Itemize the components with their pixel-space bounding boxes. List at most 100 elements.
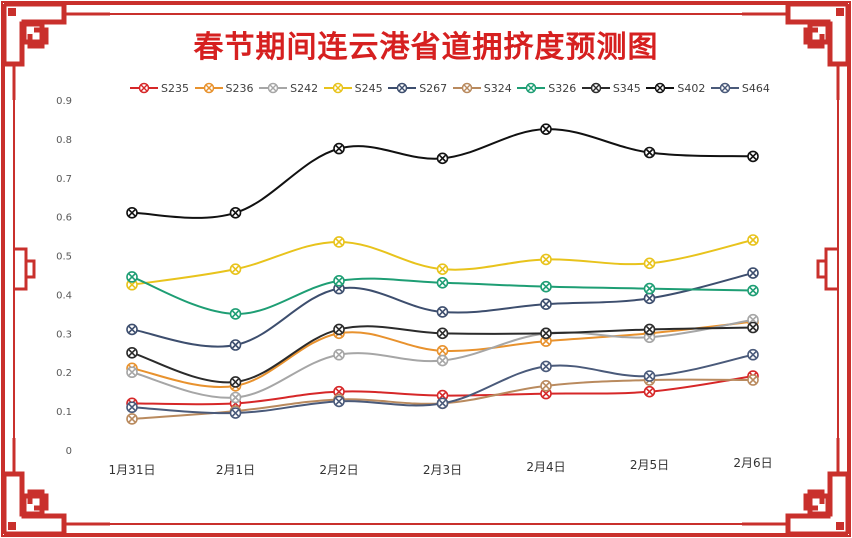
y-tick-label: 0.2 <box>56 368 72 379</box>
frame-side-left-motif <box>14 247 36 291</box>
legend-line-marker-icon <box>452 82 481 94</box>
data-point <box>747 284 759 297</box>
series-s402 <box>126 123 759 219</box>
data-point <box>126 401 138 414</box>
data-point <box>747 267 759 279</box>
legend-label: S345 <box>612 81 641 95</box>
frame-corner-top-left <box>1 1 110 100</box>
chart-title: 春节期间连云港省道拥挤度预测图 <box>193 30 659 65</box>
data-point <box>126 346 138 359</box>
data-point <box>333 395 345 408</box>
legend-item-s402: S402 <box>646 82 705 95</box>
legend-label: S464 <box>741 81 770 95</box>
chart-legend: S235 S236 S242 S245 S267 S324 S326 S345 S402 S464 <box>130 78 770 98</box>
data-point <box>540 280 552 293</box>
data-point <box>126 206 138 219</box>
legend-label: S267 <box>419 81 448 95</box>
y-tick-label: 0.6 <box>56 213 72 224</box>
y-tick-label: 0.7 <box>56 174 72 185</box>
data-point <box>540 360 552 373</box>
legend-label: S235 <box>161 81 189 95</box>
data-point <box>643 331 656 344</box>
legend-label: S245 <box>354 81 383 95</box>
legend-label: S326 <box>548 81 577 95</box>
data-point <box>229 376 242 388</box>
data-point <box>436 345 449 357</box>
data-point <box>643 323 656 336</box>
data-point <box>643 282 656 295</box>
data-point <box>436 263 449 275</box>
legend-line-marker-icon <box>323 82 352 94</box>
legend-label: S236 <box>225 81 254 95</box>
frame-corner-top-right <box>742 1 851 100</box>
legend-line-marker-icon <box>517 82 546 94</box>
data-point <box>436 397 449 410</box>
series-line <box>131 128 754 219</box>
x-tick-label: 2月3日 <box>423 463 462 477</box>
data-point <box>126 366 138 379</box>
legend-item-s242: S242 <box>259 82 318 95</box>
legend-label: S242 <box>290 81 319 95</box>
legend-item-s236: S236 <box>194 81 254 95</box>
series-s464 <box>126 348 759 419</box>
data-point <box>333 142 345 155</box>
data-point <box>540 123 552 135</box>
data-point <box>643 146 656 159</box>
legend-item-s267: S267 <box>388 82 447 95</box>
legend-item-s326: S326 <box>517 82 576 95</box>
legend-line-marker-icon <box>388 82 417 94</box>
data-point <box>229 206 242 219</box>
y-tick-label: 0.4 <box>56 290 72 301</box>
legend-label: S324 <box>483 81 512 95</box>
x-tick-label: 2月2日 <box>319 463 358 477</box>
data-point <box>333 236 345 248</box>
legend-item-s245: S245 <box>323 81 383 95</box>
data-point <box>333 282 345 295</box>
y-tick-label: 0.5 <box>56 252 72 263</box>
x-tick-label: 2月5日 <box>630 458 669 472</box>
data-point <box>643 292 656 305</box>
data-point <box>229 263 242 275</box>
data-point <box>540 327 552 340</box>
data-point <box>436 276 449 289</box>
frame-corner-bottom-right <box>742 438 851 537</box>
data-point <box>747 150 759 163</box>
data-point <box>126 323 138 336</box>
data-point <box>747 348 759 361</box>
frame-inner-border <box>13 13 839 525</box>
data-point <box>229 339 242 351</box>
y-tick-label: 0.8 <box>56 135 72 146</box>
legend-item-s235: S235 <box>130 82 189 95</box>
data-point <box>229 391 242 404</box>
y-tick-label: 0 <box>66 446 72 457</box>
legend-line-marker-icon <box>259 82 288 94</box>
data-point <box>643 370 656 382</box>
data-point <box>333 275 345 287</box>
data-point <box>540 335 552 347</box>
data-point <box>229 308 242 320</box>
series-s245 <box>126 234 759 291</box>
data-point <box>747 234 759 246</box>
x-tick-label: 2月4日 <box>526 460 565 474</box>
x-tick-label: 2月1日 <box>216 463 255 477</box>
x-tick-label: 1月31日 <box>109 463 156 477</box>
x-tick-label: 2月6日 <box>733 456 772 470</box>
data-point <box>436 152 449 165</box>
data-point <box>229 407 242 419</box>
legend-label: S402 <box>677 81 706 95</box>
legend-line-marker-icon <box>646 82 675 94</box>
data-point <box>540 253 552 266</box>
data-point <box>436 306 449 318</box>
series-s326 <box>126 271 759 320</box>
legend-item-s464: S464 <box>710 81 770 95</box>
legend-line-marker-icon <box>130 82 158 94</box>
y-tick-label: 0.1 <box>56 407 72 418</box>
y-tick-label: 0.3 <box>56 329 72 340</box>
data-point <box>540 380 552 392</box>
data-point <box>643 385 656 398</box>
frame-side-right-motif <box>816 247 838 291</box>
data-point <box>643 257 656 270</box>
